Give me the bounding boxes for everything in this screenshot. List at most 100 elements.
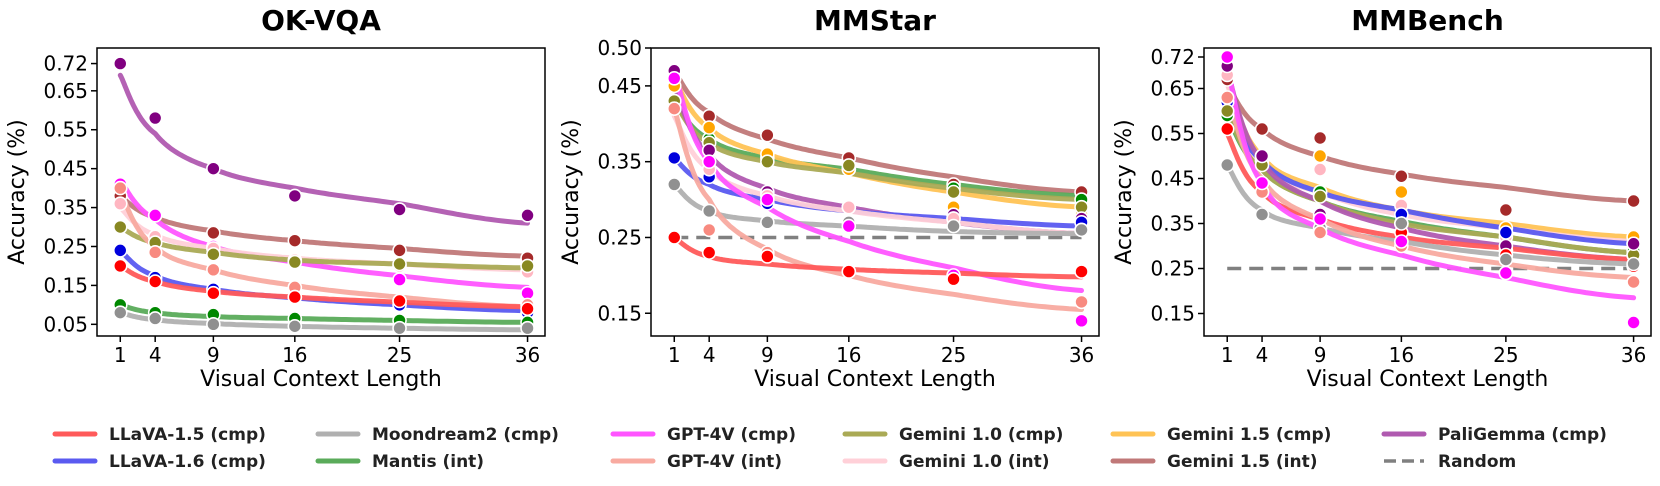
data-point-gpt4v_cmp	[1626, 315, 1641, 330]
chart-ok-vqa: OK-VQA 0.05 0.15 0.25 0.35 0.45 0.55 0.65 0.72 1 4…	[5, 4, 546, 392]
x-tick-label: 4	[149, 343, 162, 367]
data-point-gemini15_int	[1394, 168, 1409, 184]
legend-label: GPT-4V (cmp)	[667, 425, 796, 445]
data-point-llava15_cmp	[841, 264, 857, 279]
data-point-gemini10_cmp	[287, 254, 303, 270]
legend-label: Moondream2 (cmp)	[372, 425, 559, 445]
chart-title: MMStar	[814, 4, 936, 37]
legend-item-gemini10_cmp: Gemini 1.0 (cmp)	[842, 425, 1063, 445]
data-point-moondream2_cmp	[760, 215, 775, 230]
data-point-gpt4v_int	[701, 222, 717, 238]
y-tick-label: 0.50	[597, 36, 642, 60]
plot-frame	[1203, 47, 1652, 337]
data-point-gpt4v_int	[1312, 225, 1328, 240]
x-tick-label: 36	[515, 343, 540, 367]
y-tick-label: 0.55	[1150, 122, 1195, 146]
data-point-gpt4v_cmp	[392, 272, 407, 287]
x-tick-label: 25	[387, 343, 412, 367]
legend-label: LLaVA-1.5 (cmp)	[109, 425, 266, 445]
y-tick-label: 0.65	[43, 79, 88, 103]
data-point-llava16_cmp	[1498, 225, 1514, 240]
legend-label: Random	[1438, 452, 1516, 472]
data-point-gemini15_int	[1626, 193, 1641, 209]
y-tick-label: 0.15	[597, 301, 642, 325]
chart-title: MMBench	[1351, 4, 1504, 37]
legend-item-llava16_cmp: LLaVA-1.6 (cmp)	[52, 452, 266, 472]
data-point-paligemma_cmp	[1254, 148, 1270, 164]
data-point-llava15_cmp	[946, 271, 961, 287]
data-point-gpt4v_int	[1074, 294, 1089, 310]
plot-frame	[650, 47, 1100, 337]
legend-item-mantis_int: Mantis (int)	[315, 452, 484, 472]
data-point-llava15_cmp	[760, 249, 775, 264]
data-point-gpt4v_int	[1626, 274, 1641, 290]
data-point-moondream2_cmp	[392, 320, 407, 336]
y-axis-label: Accuracy (%)	[559, 119, 584, 265]
data-point-llava16_cmp	[112, 243, 128, 258]
series-line-gpt4v_int	[671, 106, 1084, 312]
legend-label: Gemini 1.5 (cmp)	[1167, 425, 1331, 445]
plot-area	[666, 63, 1089, 329]
series-line-gpt4v_cmp	[117, 177, 530, 290]
legend-item-moondream2_cmp: Moondream2 (cmp)	[315, 425, 559, 445]
y-tick-label: 0.25	[1150, 257, 1195, 281]
x-tick-label: 4	[703, 343, 716, 367]
legend-item-gemini15_cmp: Gemini 1.5 (cmp)	[1110, 425, 1331, 445]
data-point-gemini10_cmp	[946, 184, 961, 200]
legend-item-gemini10_int: Gemini 1.0 (int)	[842, 452, 1050, 472]
data-point-paligemma_cmp	[392, 202, 407, 217]
x-tick-label: 9	[761, 343, 774, 367]
legend-item-gemini15_int: Gemini 1.5 (int)	[1110, 452, 1318, 472]
data-point-moondream2_cmp	[1498, 252, 1514, 267]
data-point-paligemma_cmp	[520, 208, 535, 223]
series-line-gemini10_cmp	[671, 98, 1084, 203]
data-point-moondream2_cmp	[1219, 157, 1235, 173]
x-axis-label: Visual Context Length	[754, 367, 996, 392]
x-tick-label: 16	[282, 343, 307, 367]
plot-area	[112, 56, 535, 336]
data-point-gpt4v_cmp	[1394, 234, 1409, 249]
legend-item-llava15_cmp: LLaVA-1.5 (cmp)	[52, 425, 266, 445]
series-line-llava15_cmp	[1224, 131, 1637, 262]
legend-label: LLaVA-1.6 (cmp)	[109, 452, 266, 472]
y-axis-label: Accuracy (%)	[1112, 119, 1137, 265]
series-line-llava15_cmp	[117, 263, 530, 310]
data-point-gpt4v_cmp	[760, 192, 775, 207]
data-point-gpt4v_cmp	[841, 218, 857, 234]
data-point-gemini15_int	[760, 127, 775, 143]
y-tick-label: 0.45	[597, 74, 642, 98]
legend-label: GPT-4V (int)	[667, 452, 782, 472]
x-tick-label: 1	[668, 343, 681, 367]
data-point-llava15_cmp	[1219, 121, 1235, 137]
x-tick-label: 9	[1314, 343, 1327, 367]
data-point-llava15_cmp	[147, 274, 163, 289]
data-point-moondream2_cmp	[666, 177, 682, 192]
data-point-gemini10_int	[841, 199, 857, 215]
data-point-llava15_cmp	[392, 293, 407, 309]
legend-item-paligemma_cmp: PaliGemma (cmp)	[1381, 425, 1607, 445]
y-tick-label: 0.15	[43, 273, 88, 297]
series-line-gemini15_cmp	[671, 75, 1084, 210]
legend: LLaVA-1.5 (cmp) LLaVA-1.6 (cmp) Moondream2…	[52, 425, 1607, 472]
data-point-gemini10_cmp	[1312, 189, 1328, 204]
data-point-gemini10_cmp	[206, 246, 221, 262]
y-tick-label: 0.25	[597, 225, 642, 249]
data-point-gpt4v_int	[666, 101, 682, 116]
series-line-mantis_int	[117, 302, 530, 325]
x-tick-label: 16	[836, 343, 861, 367]
chart-mmstar: MMStar 0.15 0.25 0.35 0.45 0.50 1 4 9 16 25 36 Visua…	[559, 4, 1100, 392]
y-axis-label: Accuracy (%)	[5, 119, 30, 265]
data-point-gemini15_cmp	[1312, 148, 1328, 164]
data-point-gemini15_cmp	[701, 120, 717, 135]
plot-frame	[96, 47, 546, 337]
legend-item-gpt4v_cmp: GPT-4V (cmp)	[610, 425, 796, 445]
y-tick-label: 0.45	[1150, 167, 1195, 191]
data-point-gemini15_int	[206, 225, 221, 241]
data-point-gemini10_cmp	[392, 256, 407, 272]
x-tick-label: 25	[1493, 343, 1518, 367]
legend-label: Gemini 1.5 (int)	[1167, 452, 1318, 472]
data-point-gpt4v_cmp	[1312, 211, 1328, 227]
series-line-gemini15_int	[1224, 81, 1637, 204]
